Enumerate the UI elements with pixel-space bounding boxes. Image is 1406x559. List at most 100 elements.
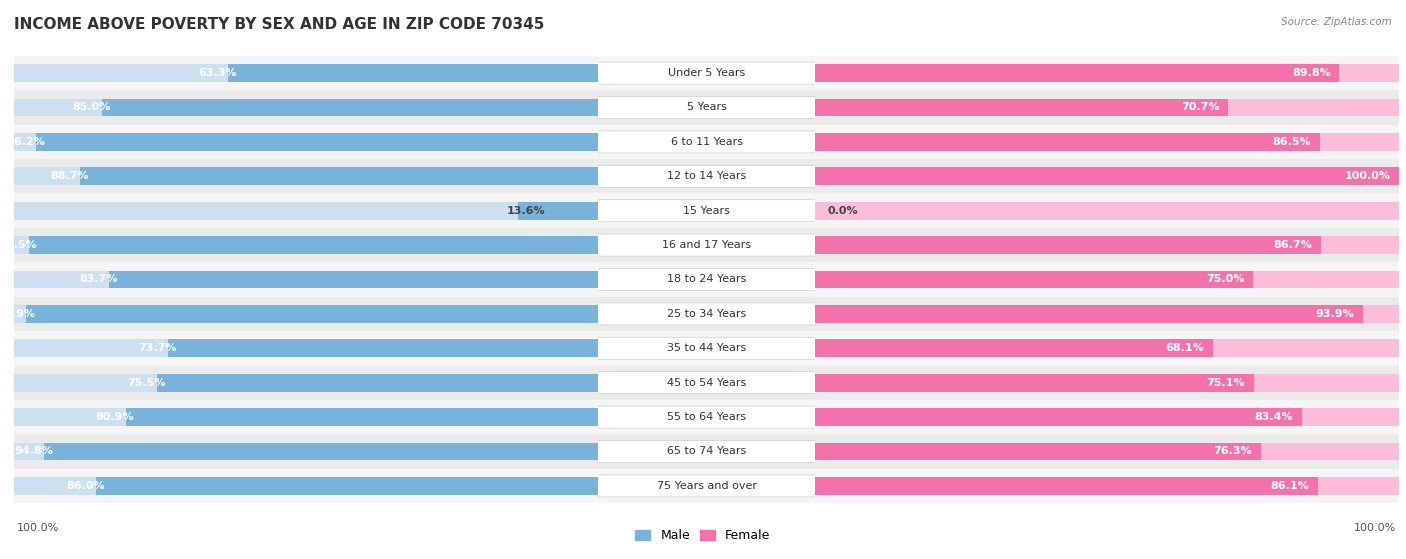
Bar — [598, 366, 815, 400]
Bar — [815, 202, 1399, 220]
Text: 86.1%: 86.1% — [1271, 481, 1309, 491]
FancyBboxPatch shape — [593, 372, 820, 394]
Text: 75.0%: 75.0% — [1206, 274, 1244, 285]
Bar — [815, 305, 1399, 323]
Text: 100.0%: 100.0% — [1354, 523, 1396, 533]
Bar — [14, 193, 598, 228]
Text: INCOME ABOVE POVERTY BY SEX AND AGE IN ZIP CODE 70345: INCOME ABOVE POVERTY BY SEX AND AGE IN Z… — [14, 17, 544, 32]
Bar — [815, 443, 1261, 461]
Text: 55 to 64 Years: 55 to 64 Years — [666, 412, 747, 422]
FancyBboxPatch shape — [593, 97, 820, 119]
Text: 13.6%: 13.6% — [506, 206, 546, 216]
Bar — [45, 443, 598, 461]
Bar — [598, 468, 815, 503]
Bar — [14, 64, 598, 82]
Bar — [96, 477, 598, 495]
Text: 68.1%: 68.1% — [1166, 343, 1204, 353]
Bar — [598, 159, 815, 193]
FancyBboxPatch shape — [593, 200, 820, 222]
Bar — [14, 434, 598, 468]
Text: 70.7%: 70.7% — [1181, 102, 1219, 112]
Text: 16 and 17 Years: 16 and 17 Years — [662, 240, 751, 250]
Bar — [598, 331, 815, 366]
Bar — [815, 271, 1253, 288]
Bar — [14, 91, 598, 125]
Text: 63.3%: 63.3% — [198, 68, 238, 78]
Bar — [228, 64, 598, 82]
Bar — [14, 271, 598, 288]
Text: 97.9%: 97.9% — [0, 309, 35, 319]
Bar — [14, 297, 598, 331]
Bar — [815, 374, 1399, 392]
Text: 83.4%: 83.4% — [1254, 412, 1294, 422]
Bar — [815, 400, 1399, 434]
FancyBboxPatch shape — [593, 337, 820, 359]
Bar — [80, 167, 598, 185]
Text: 45 to 54 Years: 45 to 54 Years — [666, 378, 747, 388]
Bar — [14, 477, 598, 495]
FancyBboxPatch shape — [593, 268, 820, 291]
Bar — [14, 366, 598, 400]
Text: 75.5%: 75.5% — [128, 378, 166, 388]
Bar — [14, 56, 598, 91]
Bar — [815, 167, 1399, 185]
Bar — [815, 133, 1320, 151]
Bar — [815, 297, 1399, 331]
Bar — [37, 133, 598, 151]
Text: 89.8%: 89.8% — [1292, 68, 1330, 78]
Text: 100.0%: 100.0% — [17, 523, 59, 533]
Bar — [14, 159, 598, 193]
Text: 75.1%: 75.1% — [1206, 378, 1244, 388]
FancyBboxPatch shape — [593, 475, 820, 497]
Bar — [815, 125, 1399, 159]
Text: 88.7%: 88.7% — [51, 171, 89, 181]
Bar — [14, 468, 598, 503]
Text: 96.2%: 96.2% — [6, 137, 45, 147]
Text: Under 5 Years: Under 5 Years — [668, 68, 745, 78]
Text: 65 to 74 Years: 65 to 74 Years — [666, 447, 747, 457]
FancyBboxPatch shape — [593, 165, 820, 187]
Text: 12 to 14 Years: 12 to 14 Years — [666, 171, 747, 181]
Bar — [14, 133, 598, 151]
Text: 93.9%: 93.9% — [1316, 309, 1354, 319]
Bar — [598, 125, 815, 159]
Bar — [598, 297, 815, 331]
Bar — [14, 331, 598, 366]
Text: 94.8%: 94.8% — [14, 447, 53, 457]
Bar — [14, 305, 598, 323]
Text: 86.7%: 86.7% — [1274, 240, 1313, 250]
FancyBboxPatch shape — [593, 62, 820, 84]
Bar — [14, 125, 598, 159]
Bar — [14, 167, 598, 185]
Text: 0.0%: 0.0% — [827, 206, 858, 216]
Bar — [110, 271, 598, 288]
Bar — [28, 236, 598, 254]
Bar — [815, 477, 1399, 495]
Bar — [598, 434, 815, 468]
FancyBboxPatch shape — [593, 440, 820, 462]
FancyBboxPatch shape — [593, 303, 820, 325]
Bar — [101, 98, 598, 116]
Bar — [815, 271, 1399, 288]
Bar — [14, 374, 598, 392]
Bar — [815, 56, 1399, 91]
Bar — [815, 91, 1399, 125]
Bar — [14, 443, 598, 461]
Bar — [14, 228, 598, 262]
Bar — [815, 408, 1302, 426]
Text: 6 to 11 Years: 6 to 11 Years — [671, 137, 742, 147]
Bar — [815, 236, 1399, 254]
Text: 83.7%: 83.7% — [79, 274, 118, 285]
Text: Source: ZipAtlas.com: Source: ZipAtlas.com — [1281, 17, 1392, 27]
Text: 25 to 34 Years: 25 to 34 Years — [666, 309, 747, 319]
Bar — [14, 236, 598, 254]
Bar — [815, 331, 1399, 366]
Text: 73.7%: 73.7% — [138, 343, 176, 353]
Text: 75 Years and over: 75 Years and over — [657, 481, 756, 491]
Bar — [598, 193, 815, 228]
Bar — [14, 408, 598, 426]
Bar — [815, 98, 1399, 116]
Text: 85.0%: 85.0% — [72, 102, 110, 112]
Bar — [815, 339, 1399, 357]
Text: 35 to 44 Years: 35 to 44 Years — [666, 343, 747, 353]
